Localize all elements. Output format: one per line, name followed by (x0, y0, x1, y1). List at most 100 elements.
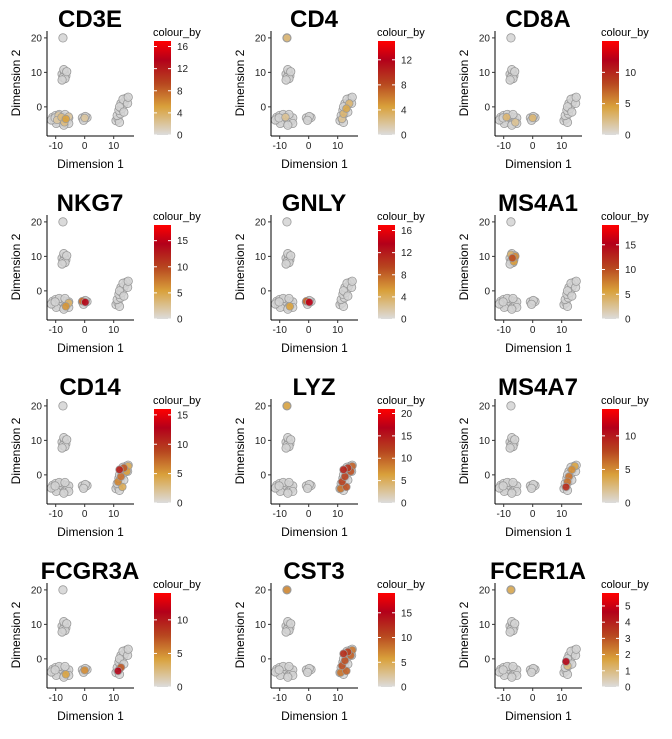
y-tick-label: 0 (484, 102, 490, 113)
colorbar-tick-label: 8 (401, 80, 407, 91)
expression-point (511, 118, 520, 127)
colorbar-tick-label: 8 (177, 86, 183, 97)
cell-point (506, 33, 516, 43)
chart-title: CD8A (505, 6, 570, 33)
expression-point (61, 114, 70, 124)
base-points (46, 585, 133, 682)
panel-cd3e: CD3E -10 0 10 0 10 20 Dimension 1 Dimension 2 col… (0, 0, 224, 184)
expression-point (561, 657, 571, 666)
legend-title: colour_by (377, 211, 425, 223)
cell-point (58, 217, 68, 227)
colorbar-tick-label: 5 (625, 99, 631, 110)
cell-point (526, 483, 537, 493)
x-tick-label: 0 (306, 509, 312, 520)
y-tick-label: 0 (484, 654, 490, 665)
cell-point (286, 251, 296, 261)
cell-point (571, 276, 581, 286)
legend-title: colour_by (153, 395, 201, 407)
cell-point (274, 481, 284, 491)
x-tick-label: -10 (496, 141, 511, 152)
cell-point (58, 401, 68, 411)
expression-points (502, 113, 537, 127)
cell-point (505, 443, 515, 453)
colorbar-tick-label: 2 (625, 650, 631, 661)
expression-points (61, 663, 126, 679)
colorbar-tick-label: 10 (625, 265, 637, 276)
colorbar (602, 225, 619, 319)
colorbar-tick-label: 10 (177, 262, 189, 273)
colorbar-tick-label: 16 (401, 226, 413, 237)
y-tick-label: 10 (479, 620, 491, 631)
scatter-plot: CST3 -10 0 10 0 10 20 Dimension 1 Dimension 2 col… (233, 558, 425, 723)
cell-point (62, 619, 72, 629)
x-tick-label: 0 (306, 325, 312, 336)
colorbar-tick-label: 0 (177, 315, 183, 326)
colorbar-tick-label: 4 (401, 105, 407, 116)
cell-point (571, 644, 581, 654)
expression-point (508, 253, 517, 263)
expression-points (281, 33, 354, 124)
cell-point (343, 291, 353, 301)
chart-title: NKG7 (57, 190, 124, 217)
expression-point (61, 302, 70, 311)
x-axis-label: Dimension 1 (57, 709, 124, 723)
legend-title: colour_by (377, 395, 425, 407)
x-tick-label: -10 (496, 509, 511, 520)
colorbar-tick-label: 4 (401, 292, 407, 303)
y-tick-label: 0 (260, 654, 266, 665)
cell-point (57, 259, 67, 269)
base-points (46, 217, 133, 314)
colorbar-tick-label: 0 (177, 499, 183, 510)
colorbar (154, 409, 171, 503)
legend-title: colour_by (601, 395, 649, 407)
expression-point (528, 113, 537, 123)
cell-point (58, 33, 68, 43)
colorbar-tick-label: 0 (401, 131, 407, 142)
expression-point (115, 465, 124, 474)
colorbar-tick-label: 5 (177, 288, 183, 299)
x-tick-label: 10 (108, 325, 120, 336)
y-tick-label: 0 (484, 286, 490, 297)
cell-point (507, 488, 517, 498)
x-axis-label: Dimension 1 (57, 157, 124, 171)
y-axis-label: Dimension 2 (233, 233, 247, 300)
chart-title: MS4A1 (498, 190, 578, 217)
x-tick-label: 10 (108, 509, 120, 520)
cell-point (281, 259, 291, 269)
y-tick-label: 10 (255, 620, 267, 631)
panel-cd14: CD14 -10 0 10 0 10 20 Dimension 1 Dimension 2 col… (0, 368, 224, 552)
chart-title: FCGR3A (41, 558, 140, 585)
expression-points (506, 585, 572, 670)
x-tick-label: -10 (272, 509, 287, 520)
colorbar-tick-label: 0 (177, 131, 183, 142)
cell-point (567, 291, 577, 301)
x-tick-label: 10 (332, 693, 344, 704)
x-tick-label: -10 (48, 509, 63, 520)
colorbar-tick-label: 0 (177, 683, 183, 694)
y-axis-label: Dimension 2 (9, 49, 23, 116)
x-tick-label: 0 (82, 693, 88, 704)
colorbar-tick-label: 10 (177, 615, 189, 626)
expression-point (113, 666, 123, 676)
panel-fcgr3a: FCGR3A -10 0 10 0 10 20 Dimension 1 Dimension 2 c… (0, 552, 224, 736)
colorbar-tick-label: 0 (625, 315, 631, 326)
y-axis-label: Dimension 2 (9, 601, 23, 668)
y-axis-label: Dimension 2 (233, 417, 247, 484)
cell-point (507, 304, 517, 314)
colorbar-tick-label: 15 (177, 410, 189, 421)
colorbar-tick-label: 16 (177, 42, 189, 53)
cell-point (347, 276, 357, 286)
expression-point (506, 585, 516, 595)
colorbar-tick-label: 10 (625, 68, 637, 79)
y-tick-label: 20 (479, 217, 491, 228)
cell-point (283, 120, 293, 130)
cell-point (508, 661, 518, 672)
cell-point (510, 435, 520, 445)
y-tick-label: 20 (479, 33, 491, 44)
expression-point (340, 656, 350, 665)
cell-point (302, 483, 313, 493)
y-tick-label: 20 (31, 217, 43, 228)
y-tick-label: 0 (484, 470, 490, 481)
panel-cd8a: CD8A -10 0 10 0 10 20 Dimension 1 Dimension 2 col… (448, 0, 672, 184)
colorbar (378, 593, 395, 687)
